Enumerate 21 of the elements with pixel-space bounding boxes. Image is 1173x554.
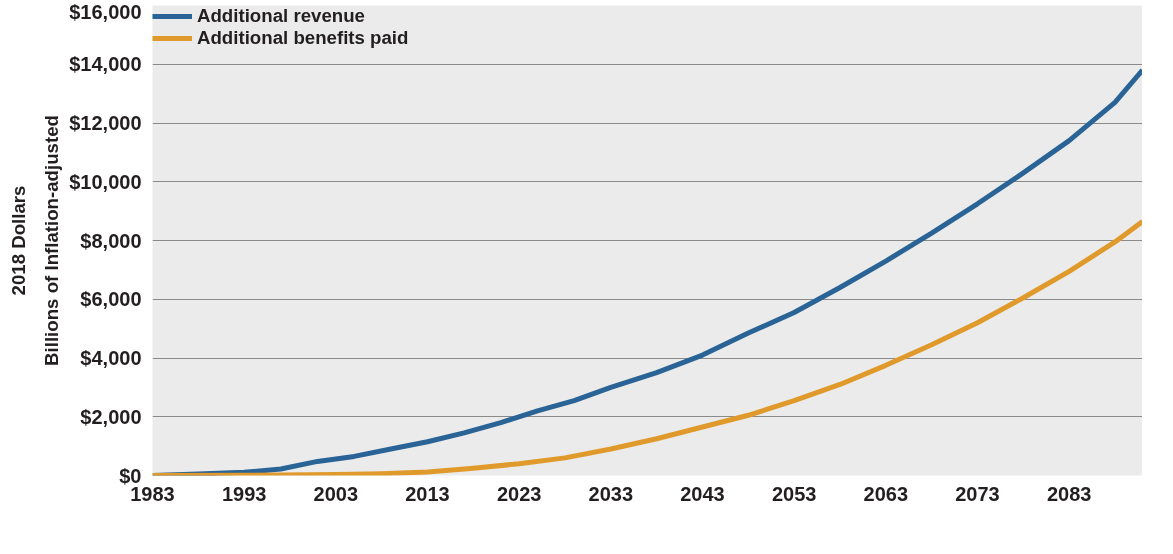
y-tick-label: $12,000	[69, 112, 142, 134]
x-tick-label: 2023	[496, 482, 542, 505]
y-tick-label: $4,000	[80, 347, 142, 369]
y-tick-label: $2,000	[80, 405, 142, 428]
y-axis-title: Billions of Inflation-adjusted 2018 Dollars	[7, 115, 62, 366]
x-tick-label: 2083	[1046, 482, 1092, 505]
x-tick-label: 1993	[221, 482, 267, 505]
y-tick-label: $16,000	[69, 0, 142, 23]
x-tick-label: 2053	[771, 482, 817, 505]
legend-label: Additional revenue	[197, 5, 365, 27]
x-tick-label: 2003	[313, 482, 359, 505]
y-tick-label: $10,000	[69, 170, 142, 193]
y-tick-label: $14,000	[69, 53, 142, 76]
legend-label: Additional benefits paid	[197, 27, 409, 49]
x-tick-label: 2043	[680, 482, 725, 505]
x-tick-label: 2073	[955, 482, 1000, 505]
x-tick-label: 2033	[588, 482, 634, 505]
y-tick-label: $8,000	[80, 229, 142, 252]
y-tick-label: $6,000	[80, 288, 142, 311]
x-tick-label: 2063	[863, 482, 909, 505]
x-tick-label: 2013	[405, 482, 450, 505]
